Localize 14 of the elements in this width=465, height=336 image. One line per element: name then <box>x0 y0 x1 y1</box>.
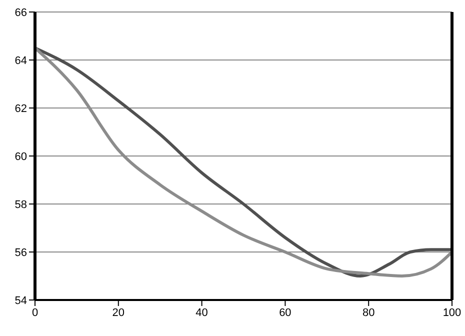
y-tick-label: 64 <box>14 54 27 67</box>
x-tick-label: 100 <box>442 306 462 319</box>
y-tick-label: 56 <box>14 246 27 259</box>
y-tick-label: 58 <box>14 198 27 211</box>
y-tick-label: 54 <box>14 294 27 307</box>
x-tick-label: 40 <box>196 306 208 319</box>
x-tick-label: 60 <box>279 306 292 319</box>
line-series <box>35 46 452 278</box>
x-tick-label: 80 <box>362 306 375 319</box>
y-tick-label: 60 <box>14 150 27 163</box>
x-tick-label: 0 <box>32 306 38 319</box>
y-tick-label: 66 <box>14 6 27 19</box>
y-tick-label: 62 <box>14 102 27 115</box>
x-tick-label: 20 <box>112 306 125 319</box>
